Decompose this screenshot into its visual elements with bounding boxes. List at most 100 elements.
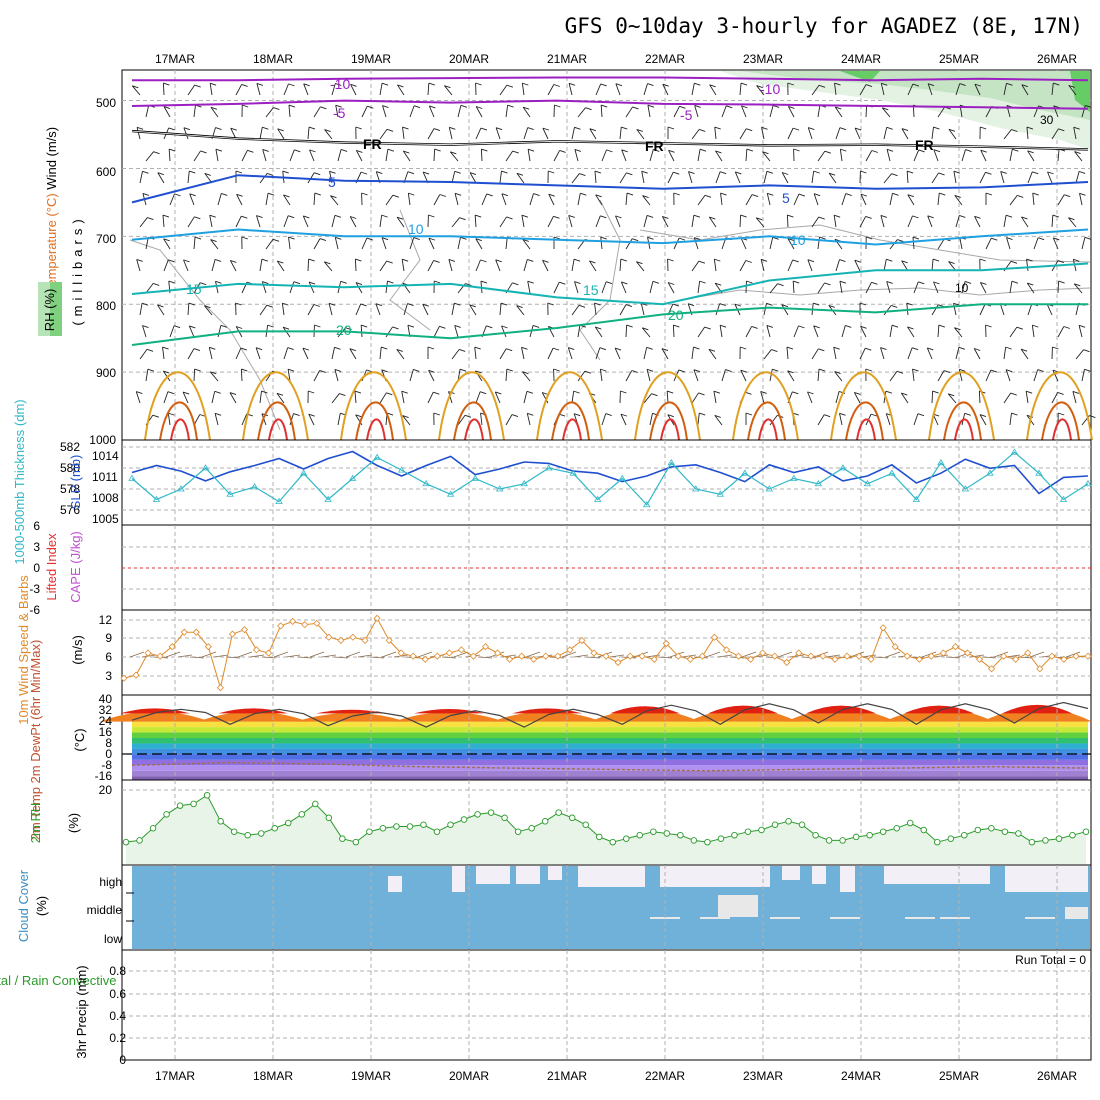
temperature-grid (174, 695, 1058, 780)
temperature-hump-core (218, 708, 288, 714)
wind-barb (577, 193, 581, 206)
wind-marker (855, 652, 863, 660)
wind-barb-flag (694, 82, 701, 86)
wind-barb-flag (293, 281, 301, 285)
wind-barb-flag (204, 305, 211, 309)
wind-marker (277, 622, 285, 630)
wind-barb-flag (230, 127, 237, 131)
wind-barb-flag (985, 192, 993, 196)
wind-barb (763, 171, 768, 184)
wind-barb-flag (652, 280, 660, 284)
wind-barb-flag (1068, 217, 1075, 221)
wind-barb-flag (486, 193, 493, 197)
wind-barb (259, 391, 262, 404)
wind-barb (953, 303, 957, 316)
wind-barb (907, 347, 913, 360)
wind-barb (542, 260, 549, 272)
wind-barb (217, 193, 222, 206)
wind-barb-flag (772, 368, 779, 372)
wind-barb-flag (568, 82, 576, 86)
wind-barb-flag (1057, 391, 1064, 395)
wind-barb-flag (403, 150, 410, 154)
rh2m-panel: 20 2m RH (%) (28, 779, 1092, 866)
wind-barb (547, 84, 555, 96)
wind-barb-flag (511, 414, 519, 418)
slp-marker (471, 474, 479, 481)
wind-barb-flag (162, 214, 170, 218)
wind-barb (1003, 129, 1012, 140)
wind-barb-flag (632, 238, 639, 242)
temperature-band (132, 770, 1088, 777)
wind-barb-flag (896, 370, 904, 374)
wind-barb (781, 172, 789, 184)
wind-barb-flag (833, 346, 840, 350)
wind-marker (481, 643, 490, 651)
ylabel-wind: Wind (m/s) (44, 127, 59, 190)
wind-barb (697, 413, 700, 426)
wind-barb-flag (469, 172, 477, 176)
wind-barb-flag (542, 259, 549, 263)
wind-barb (451, 217, 460, 228)
wind-barb-flag (386, 392, 393, 396)
wind-barb (265, 107, 274, 118)
wind-barb (1009, 281, 1013, 294)
wind-barb (187, 84, 196, 96)
slp-marker (1010, 448, 1019, 455)
rh2m-marker (839, 837, 846, 844)
rh2m-marker (717, 835, 725, 842)
lifted-index-tick: -3 (29, 582, 40, 596)
wind-barb (448, 127, 453, 140)
wind-barb-flag (606, 149, 613, 153)
wind-barb (828, 172, 837, 184)
contour-label: 20 (336, 322, 352, 338)
wind-barb (1051, 214, 1054, 228)
wind-barb-flag (854, 259, 861, 263)
rh2m-marker (487, 809, 495, 816)
boundary-arch-core (366, 418, 386, 441)
date-label-top: 23MAR (743, 52, 783, 66)
wind-barb-flag (834, 82, 841, 86)
wind-barb-flag (526, 390, 534, 394)
wind-barb (337, 413, 341, 426)
wind-barb (979, 414, 987, 426)
wind-barb-flag (303, 215, 310, 219)
wind-barb (646, 369, 651, 382)
wind-barb-flag (427, 346, 435, 350)
wind-barb (697, 326, 706, 338)
wind-barb (1003, 347, 1007, 360)
wind-barb-flag (714, 126, 721, 130)
wind-barb (954, 195, 963, 206)
wind-barb (883, 127, 888, 140)
wind-barb (145, 105, 150, 118)
wind-barb (210, 107, 219, 118)
wind-barb-flag (521, 346, 528, 350)
wind-barb-flag (845, 193, 852, 197)
wind-marker (614, 658, 622, 667)
wind-barb (1005, 369, 1011, 382)
wind-barb-flag (762, 151, 769, 155)
wind-barb (571, 305, 580, 316)
isotherm-minus10 (132, 76, 1089, 82)
cloud-row-label: low (104, 932, 122, 946)
wind-barb (841, 193, 847, 206)
wind-barb-flag (927, 215, 934, 219)
rh2m-marker (961, 831, 968, 839)
wind-barb (931, 304, 939, 316)
wind-barb (209, 371, 219, 382)
wind-barb-flag (897, 239, 904, 242)
wind-barb (214, 413, 219, 426)
wind-barb-flag (355, 282, 363, 286)
wind-barb (355, 303, 362, 316)
wind-barb-flag (573, 413, 581, 417)
wind-barb-flag (433, 412, 440, 416)
wind-barb (961, 281, 966, 294)
wind-barb-flag (433, 128, 441, 132)
wind-barb-flag (522, 238, 529, 242)
boundary-arch-inner (943, 401, 982, 441)
boundary-arch-inner (551, 401, 590, 441)
wind-barb-flag (1047, 171, 1054, 175)
cloud-cover-gap (840, 866, 855, 892)
ylabel-millibars: (millibars) (70, 214, 85, 325)
wind-barb (547, 216, 554, 228)
rh-legend-swatch-light (38, 282, 50, 336)
